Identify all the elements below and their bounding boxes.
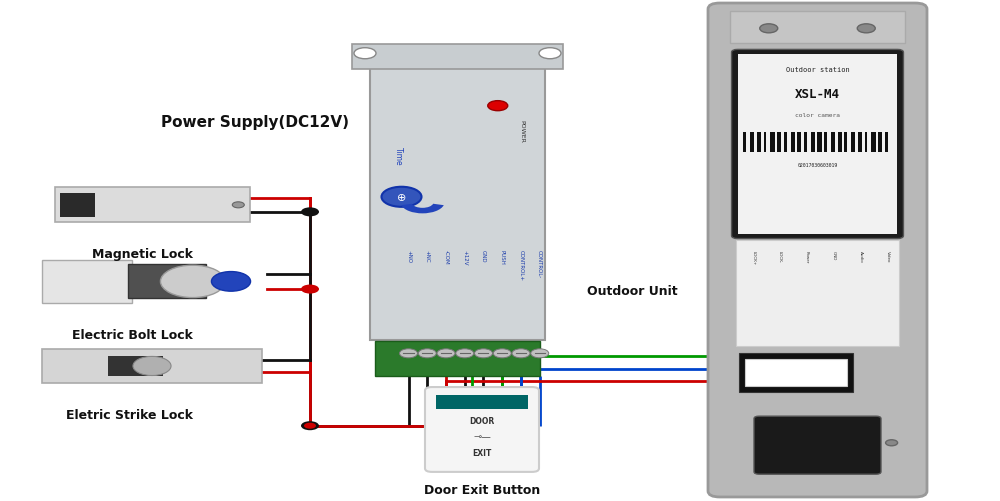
Bar <box>738 55 897 234</box>
Bar <box>865 133 867 153</box>
Text: +NC: +NC <box>425 249 430 263</box>
Circle shape <box>437 349 455 358</box>
Bar <box>352 45 563 70</box>
Circle shape <box>474 349 492 358</box>
Circle shape <box>232 202 244 208</box>
Bar <box>60 193 95 217</box>
Bar <box>730 13 905 44</box>
Bar <box>777 133 781 153</box>
FancyBboxPatch shape <box>732 50 903 239</box>
Text: CONTROL-: CONTROL- <box>537 249 542 278</box>
Bar <box>55 188 250 223</box>
Text: Outdoor station: Outdoor station <box>786 67 849 73</box>
Bar <box>791 133 795 153</box>
FancyBboxPatch shape <box>425 387 539 472</box>
Circle shape <box>354 49 376 60</box>
Bar <box>851 133 855 153</box>
Text: Magnetic Lock: Magnetic Lock <box>92 248 193 261</box>
Bar <box>436 395 528 409</box>
Text: color camera: color camera <box>795 112 840 117</box>
Bar <box>811 133 815 153</box>
Bar <box>878 133 882 153</box>
Bar <box>797 133 801 153</box>
Text: ⊸—: ⊸— <box>473 431 491 441</box>
Circle shape <box>211 272 251 292</box>
Circle shape <box>301 285 319 294</box>
Text: -COM: -COM <box>443 249 448 265</box>
Circle shape <box>301 208 319 217</box>
Bar <box>736 241 899 347</box>
Text: Outdoor Unit: Outdoor Unit <box>587 284 677 297</box>
Bar <box>824 133 827 153</box>
Bar <box>871 133 876 153</box>
Bar <box>743 133 746 153</box>
Circle shape <box>886 440 898 446</box>
Circle shape <box>456 349 474 358</box>
Text: Power Supply(DC12V): Power Supply(DC12V) <box>161 115 349 130</box>
Text: Time: Time <box>394 147 402 165</box>
Bar <box>375 342 540 376</box>
Bar <box>838 133 842 153</box>
Circle shape <box>304 423 316 429</box>
Bar <box>817 133 822 153</box>
Bar <box>764 133 766 153</box>
Bar <box>128 265 206 299</box>
Text: EXIT: EXIT <box>472 448 492 457</box>
Bar <box>739 353 853 392</box>
Text: GND: GND <box>832 250 836 260</box>
Bar <box>42 261 132 303</box>
Text: LOCK+: LOCK+ <box>751 250 755 265</box>
Circle shape <box>760 25 778 34</box>
Bar <box>42 349 262 383</box>
Text: XSL-M4: XSL-M4 <box>795 88 840 101</box>
Text: Video: Video <box>886 250 890 262</box>
Circle shape <box>133 357 171 376</box>
Text: Audio: Audio <box>859 250 863 262</box>
Text: +12V: +12V <box>462 249 467 265</box>
Bar <box>108 356 163 376</box>
Text: GND: GND <box>481 249 486 263</box>
Text: Door Exit Button: Door Exit Button <box>424 483 540 496</box>
Bar <box>757 133 761 153</box>
Text: +NO: +NO <box>406 249 411 263</box>
Text: PUSH: PUSH <box>500 249 505 265</box>
Text: LOCK-: LOCK- <box>778 250 782 263</box>
Circle shape <box>512 349 530 358</box>
Text: Power: Power <box>805 250 809 263</box>
Circle shape <box>301 421 319 430</box>
FancyBboxPatch shape <box>708 4 927 497</box>
Bar <box>831 133 835 153</box>
Bar <box>770 133 775 153</box>
Bar <box>784 133 787 153</box>
Bar <box>745 359 847 386</box>
Bar <box>885 133 888 153</box>
Wedge shape <box>401 204 444 214</box>
Circle shape <box>539 49 561 60</box>
Circle shape <box>857 25 875 34</box>
Text: Eletric Strike Lock: Eletric Strike Lock <box>66 408 194 421</box>
FancyBboxPatch shape <box>754 416 881 474</box>
Bar <box>750 133 754 153</box>
Text: CONTROL+: CONTROL+ <box>518 249 523 281</box>
Circle shape <box>400 349 418 358</box>
Circle shape <box>381 187 422 207</box>
Text: DOOR: DOOR <box>469 416 495 425</box>
Circle shape <box>531 349 549 358</box>
Text: POWER: POWER <box>520 120 525 143</box>
Circle shape <box>493 349 511 358</box>
Bar <box>844 133 847 153</box>
Bar <box>858 133 862 153</box>
Text: Electric Bolt Lock: Electric Bolt Lock <box>72 328 192 341</box>
Text: ⊕: ⊕ <box>397 192 406 202</box>
Bar <box>370 65 545 341</box>
Text: 02017030603019: 02017030603019 <box>797 162 838 167</box>
Bar <box>804 133 807 153</box>
Circle shape <box>418 349 436 358</box>
Circle shape <box>488 101 508 111</box>
Circle shape <box>160 266 225 298</box>
